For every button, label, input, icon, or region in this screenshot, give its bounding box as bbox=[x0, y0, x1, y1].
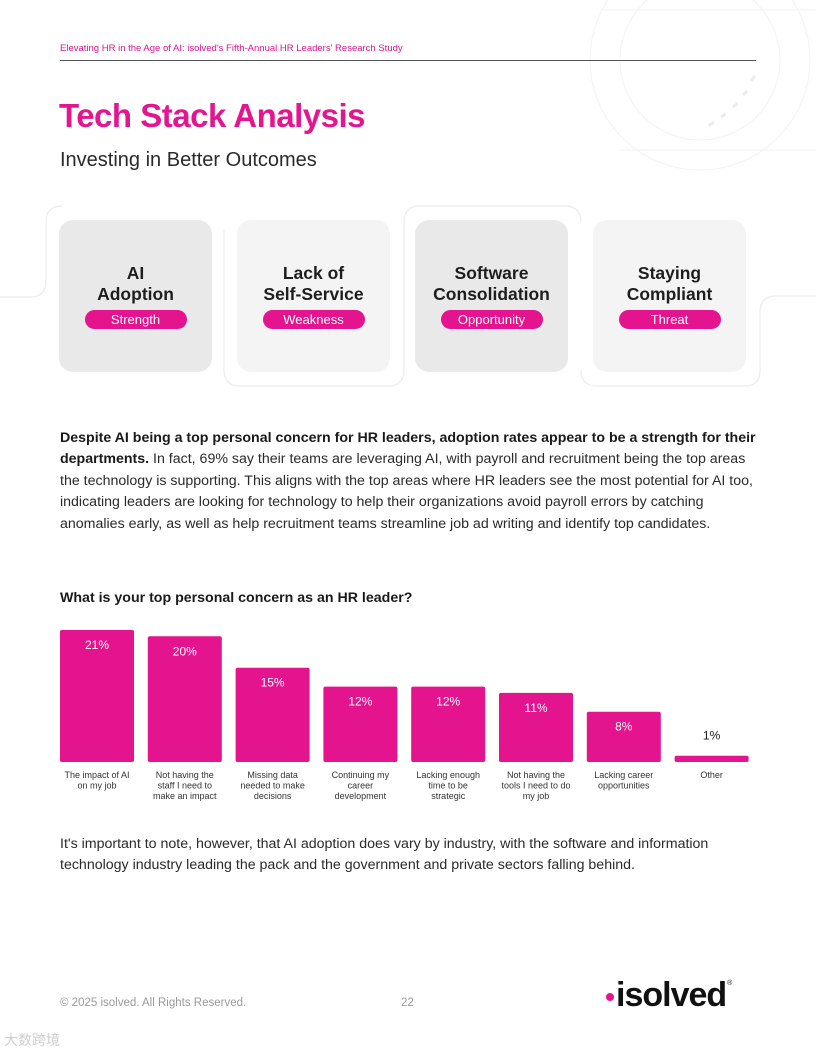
swot-card-title: Lack of Self-Service bbox=[263, 263, 364, 304]
swot-badge: Opportunity bbox=[440, 310, 543, 329]
watermark: 大数跨境 bbox=[4, 1032, 60, 1048]
bar-data-label: 12% bbox=[436, 695, 460, 709]
intro-bold-lead: Despite AI being a top personal concern … bbox=[60, 430, 756, 468]
bar bbox=[411, 686, 486, 762]
category-label-line: strategic bbox=[431, 791, 466, 801]
isolved-logo: isolved ® bbox=[606, 974, 732, 1016]
logo-registered-mark: ® bbox=[727, 980, 733, 987]
swot-card-opportunity: Software Consolidation Opportunity bbox=[415, 220, 568, 372]
category-label: Other bbox=[700, 770, 723, 780]
category-label-line: Lacking career bbox=[594, 770, 653, 780]
category-label-line: needed to make bbox=[240, 781, 305, 791]
swot-card-title: Staying Compliant bbox=[626, 263, 713, 304]
swot-badge: Weakness bbox=[262, 310, 365, 329]
header-divider bbox=[60, 60, 756, 61]
category-label-line: on my job bbox=[77, 781, 116, 791]
category-label-line: staff I need to bbox=[158, 781, 212, 791]
closing-paragraph: It's important to note, however, that AI… bbox=[60, 836, 709, 874]
category-label-line: Lacking enough bbox=[416, 770, 480, 780]
swot-badge: Threat bbox=[618, 310, 721, 329]
category-label-line: make an impact bbox=[153, 791, 217, 801]
bar bbox=[147, 636, 222, 762]
running-header: Elevating HR in the Age of AI: isolved's… bbox=[60, 43, 403, 54]
swot-card-strength: AI Adoption Strength bbox=[59, 220, 212, 372]
swot-card-weakness: Lack of Self-Service Weakness bbox=[237, 220, 390, 372]
swot-card-title: AI Adoption bbox=[97, 263, 174, 304]
category-label-line: The impact of AI bbox=[64, 770, 129, 780]
category-label-line: decisions bbox=[254, 791, 292, 801]
bar-data-label: 8% bbox=[615, 720, 633, 734]
page-title: Tech Stack Analysis bbox=[59, 97, 365, 134]
bar-data-label: 1% bbox=[703, 729, 721, 743]
bar-data-label: 11% bbox=[524, 701, 547, 715]
category-label-line: development bbox=[335, 791, 387, 801]
category-label-line: my job bbox=[523, 791, 550, 801]
category-label-line: Not having the bbox=[156, 770, 214, 780]
logo-wordmark: isolved bbox=[616, 975, 727, 1014]
category-label: Not having the tools I need to do my job bbox=[501, 770, 570, 801]
swot-badge: Strength bbox=[84, 310, 187, 329]
category-label: Lacking enough time to be strategic bbox=[416, 770, 480, 801]
category-label: Lacking career opportunities bbox=[594, 770, 653, 791]
category-label-line: Not having the bbox=[507, 770, 565, 780]
bar-data-label: 21% bbox=[85, 638, 109, 652]
bar bbox=[674, 755, 749, 762]
intro-body: In fact, 69% say their teams are leverag… bbox=[60, 451, 753, 532]
category-label-line: Continuing my bbox=[332, 770, 390, 780]
bar bbox=[323, 686, 398, 762]
category-label: Not having the staff I need to make an imp… bbox=[153, 770, 217, 801]
bar-data-label: 20% bbox=[173, 644, 197, 658]
bar bbox=[60, 630, 134, 762]
page-subtitle: Investing in Better Outcomes bbox=[60, 149, 317, 171]
bar bbox=[499, 692, 573, 762]
category-label: Missing data needed to make decisions bbox=[240, 770, 305, 801]
bar bbox=[586, 711, 661, 762]
category-label: Continuing my career development bbox=[332, 770, 390, 801]
swot-card-threat: Staying Compliant Threat bbox=[593, 220, 746, 372]
intro-paragraph: Despite AI being a top personal concern … bbox=[60, 428, 756, 535]
category-label-line: tools I need to do bbox=[501, 781, 570, 791]
bar-data-label: 12% bbox=[348, 695, 372, 709]
category-label-line: Other bbox=[700, 770, 723, 780]
category-label-line: Missing data bbox=[247, 770, 298, 780]
category-label-line: career bbox=[348, 781, 374, 791]
footer-copyright: © 2025 isolved. All Rights Reserved. bbox=[60, 997, 247, 1009]
category-label-line: time to be bbox=[428, 781, 468, 791]
category-label-line: opportunities bbox=[598, 781, 650, 791]
page-number: 22 bbox=[401, 997, 414, 1009]
swot-card-title: Software Consolidation bbox=[433, 263, 550, 304]
category-label: The impact of AI on my job bbox=[64, 770, 129, 791]
bar bbox=[235, 667, 310, 762]
logo-dot-icon bbox=[606, 993, 614, 1001]
bar-data-label: 15% bbox=[261, 676, 285, 690]
chart-title: What is your top personal concern as an … bbox=[60, 590, 413, 606]
